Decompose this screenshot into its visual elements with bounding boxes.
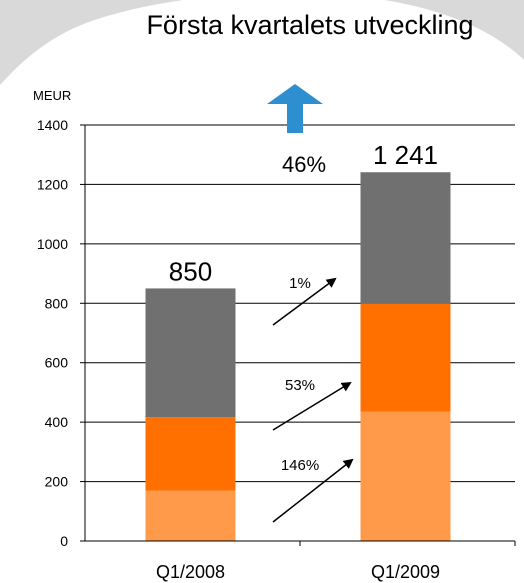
segment-growth-label: 146% xyxy=(281,457,319,474)
bar-segment-bottom xyxy=(360,411,451,541)
segment-growth-label: 1% xyxy=(289,275,311,292)
y-tick-label: 400 xyxy=(45,414,69,430)
bar-total-label: 850 xyxy=(169,256,212,286)
bar-segment-top xyxy=(360,172,451,304)
segment-growth-label: 53% xyxy=(285,377,315,394)
chart-title: Första kvartalets utveckling xyxy=(146,10,474,40)
growth-arrow xyxy=(272,277,337,326)
unit-label: MEUR xyxy=(33,88,72,103)
bar-segment-bottom xyxy=(145,490,236,541)
growth-arrow xyxy=(272,458,354,523)
y-tick-label: 200 xyxy=(45,474,69,490)
x-tick-label: Q1/2009 xyxy=(371,562,440,582)
y-tick-label: 1400 xyxy=(37,117,68,133)
bar-segment-middle xyxy=(145,417,236,491)
bar-segment-top xyxy=(145,288,236,418)
bar-total-label: 1 241 xyxy=(373,140,438,170)
y-tick-label: 800 xyxy=(45,295,69,311)
x-tick-label: Q1/2008 xyxy=(156,562,225,582)
up-arrow-icon xyxy=(267,84,323,133)
y-tick-label: 1000 xyxy=(37,236,68,252)
total-growth-label: 46% xyxy=(282,152,326,177)
y-tick-label: 0 xyxy=(60,533,68,549)
y-tick-label: 600 xyxy=(45,355,69,371)
bar-segment-middle xyxy=(360,303,451,412)
y-tick-label: 1200 xyxy=(37,176,68,192)
growth-arrow xyxy=(272,381,352,431)
